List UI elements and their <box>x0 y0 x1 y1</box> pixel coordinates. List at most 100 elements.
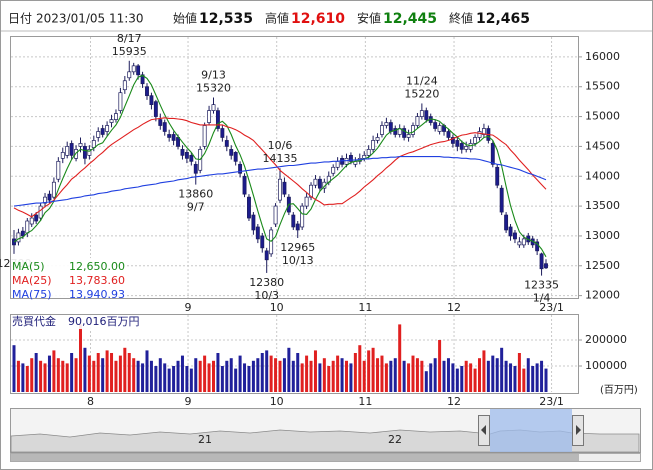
volume-bar <box>362 360 366 392</box>
x-tick-label: 9 <box>185 395 192 408</box>
legend-name: MA(75) <box>12 288 52 301</box>
volume-bar <box>74 358 78 392</box>
volume-bar <box>331 360 335 392</box>
volume-bar <box>540 360 544 392</box>
x-tick-label: 10 <box>270 395 284 408</box>
volume-bar <box>136 360 140 392</box>
header-label: 高値 <box>265 11 289 26</box>
volume-bar <box>110 353 114 392</box>
candle-body <box>464 146 469 150</box>
candle-body <box>153 101 158 117</box>
volume-bar <box>132 358 136 392</box>
annotation-date: 8/17 <box>117 32 142 45</box>
volume-bar <box>207 363 211 392</box>
volume-bar <box>247 366 251 392</box>
volume-bar <box>43 363 47 392</box>
candle-body <box>415 116 420 126</box>
volume-bar <box>376 358 380 392</box>
volume-title: 売買代金 <box>12 314 56 328</box>
candle-body <box>380 125 384 135</box>
volume-bar <box>500 347 504 392</box>
volume-bar <box>495 358 499 392</box>
volume-bar <box>371 347 375 392</box>
candle-body <box>255 226 260 240</box>
volume-bar <box>455 368 459 392</box>
volume-bar <box>21 363 25 392</box>
candle-body <box>348 155 353 162</box>
candle-body <box>393 128 398 135</box>
volume-bar <box>398 324 402 392</box>
price-panel <box>10 36 579 299</box>
x-tick-label: 23/1 <box>539 395 564 408</box>
volume-bar <box>180 355 184 392</box>
volume-bar <box>39 360 43 392</box>
header-label: 安値 <box>357 11 381 26</box>
annotation-price: 15220 <box>404 87 439 100</box>
legend-value: 12,650.00 <box>69 260 125 273</box>
volume-bar <box>358 345 362 392</box>
candle-body <box>189 155 194 162</box>
candle-body <box>273 205 278 225</box>
annotation-price: 12335 <box>524 279 559 292</box>
candle-body <box>220 128 225 138</box>
candle-body <box>176 137 180 147</box>
candle-body <box>517 241 522 246</box>
candle-body <box>25 220 30 234</box>
candle-body <box>47 193 52 201</box>
volume-bar <box>34 353 38 392</box>
header-value: 12,445 <box>383 11 437 27</box>
annotation-price: 12380 <box>249 276 284 289</box>
volume-bar <box>154 366 158 392</box>
volume-bar <box>114 360 118 392</box>
volume-bar <box>446 358 450 392</box>
volume-bar <box>234 368 238 392</box>
annotation-price: 12965 <box>280 241 315 254</box>
volume-bar <box>291 360 295 392</box>
volume-bar <box>469 363 473 392</box>
volume-bar <box>389 360 393 392</box>
y-tick-label: 13000 <box>585 229 620 242</box>
volume-bar <box>145 350 149 392</box>
annotation-date: 10/3 <box>254 289 279 302</box>
volume-bar <box>420 360 424 392</box>
candle-body <box>264 250 269 261</box>
volume-bar <box>318 363 322 392</box>
candle-body <box>499 187 504 213</box>
volume-bar <box>336 355 340 392</box>
volume-bar <box>380 355 384 392</box>
candle-body <box>513 232 517 240</box>
volume-bar <box>491 355 495 392</box>
volume-bar <box>16 360 20 392</box>
y-tick-label: 200000 <box>585 333 627 346</box>
candle-body <box>402 128 407 138</box>
candle-body <box>56 160 61 180</box>
volume-bar <box>486 360 490 392</box>
volume-bar <box>451 363 455 392</box>
volume-bar <box>482 350 486 392</box>
volume-bar <box>101 358 105 392</box>
volume-bar <box>172 366 176 392</box>
volume-bar <box>384 363 388 392</box>
candle-body <box>406 134 411 138</box>
candle-body <box>238 163 243 174</box>
candle-body <box>78 143 83 147</box>
navigator[interactable]: 21 22 <box>10 408 641 462</box>
volume-bar <box>185 366 189 392</box>
handle-arrow <box>481 425 486 435</box>
candle-body <box>544 263 548 269</box>
candle-body <box>131 65 136 73</box>
candle-body <box>96 131 101 138</box>
navigator-selection[interactable] <box>490 409 572 452</box>
candle-body <box>446 131 451 138</box>
x-tick-label: 12 <box>447 301 461 314</box>
scrollbar-thumb[interactable] <box>11 454 579 461</box>
header-value: 12,465 <box>476 11 530 27</box>
volume-bar <box>535 363 539 392</box>
volume-bar <box>194 358 198 392</box>
candle-body <box>20 230 25 237</box>
volume-bar <box>12 345 16 392</box>
x-tick-label: 9 <box>185 301 192 314</box>
candle-body <box>162 122 167 132</box>
volume-bar <box>163 363 167 392</box>
y-tick-label: 13500 <box>585 199 620 212</box>
